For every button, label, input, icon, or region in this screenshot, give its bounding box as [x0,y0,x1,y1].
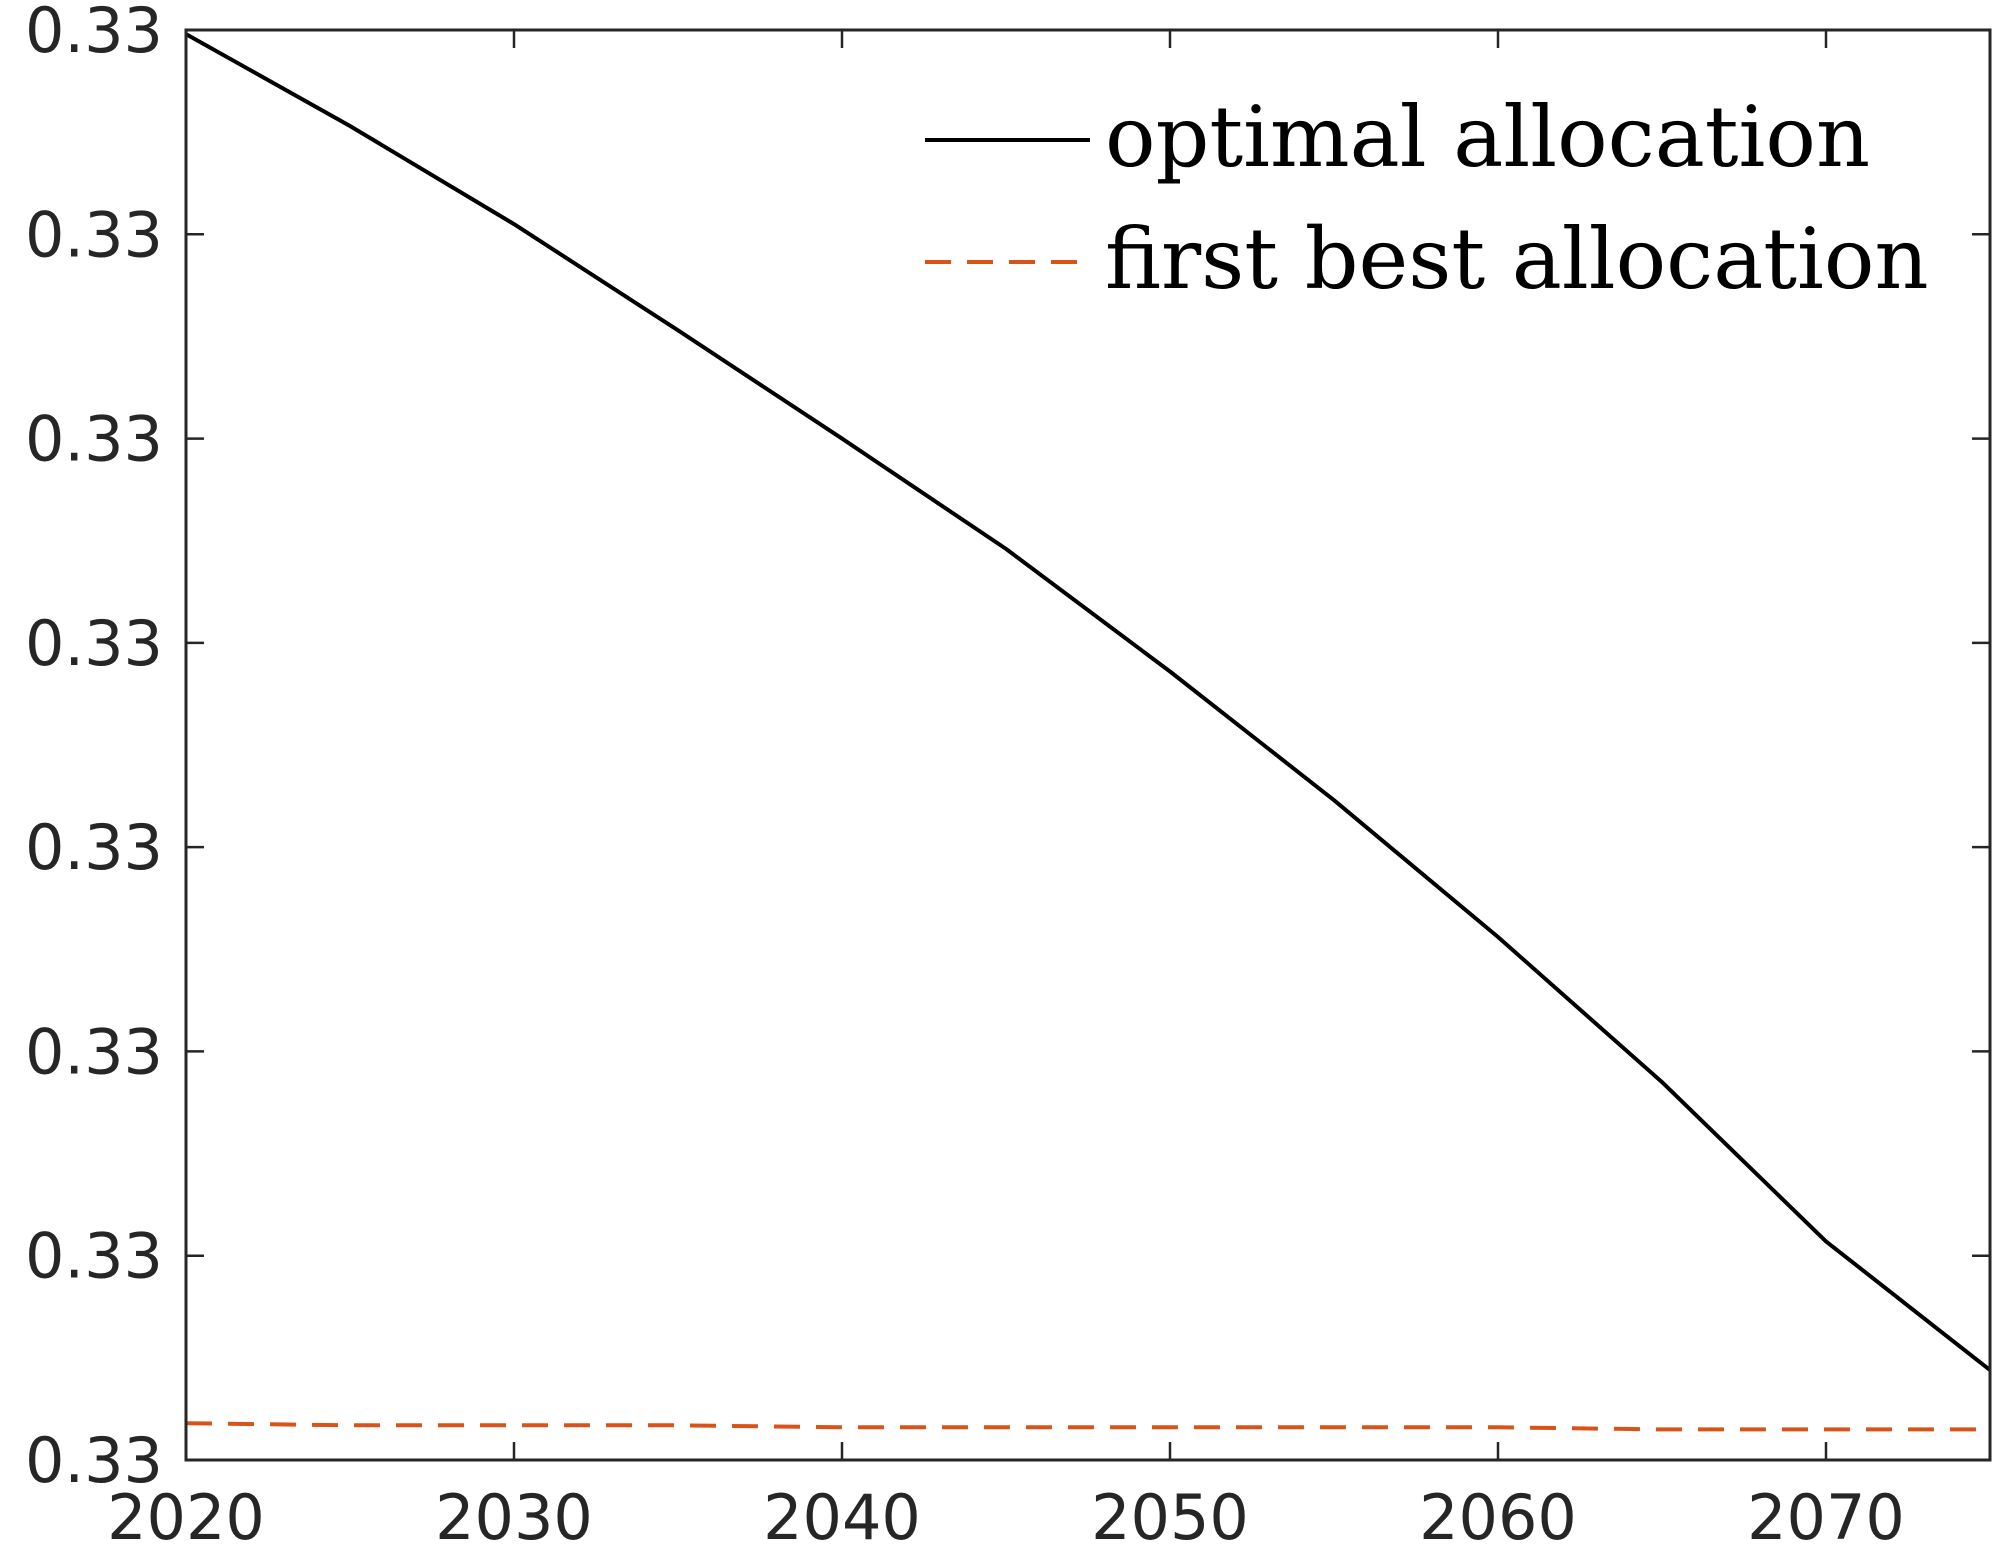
y-tick-labels: 0.33 0.33 0.33 0.33 0.33 0.33 0.33 0.33 [25,0,163,1497]
x-tick-label: 2030 [435,1481,593,1554]
y-tick-label: 0.33 [25,0,163,67]
series-line-first-best-allocation [185,1421,1990,1432]
series-layer [185,32,1992,1432]
y-tick-label: 0.33 [25,1220,163,1293]
axes-box [184,28,1992,1462]
legend: optimal allocation first best allocation [925,88,1929,308]
x-tick-label: 2070 [1747,1481,1905,1554]
y-tick-label: 0.33 [25,1424,163,1497]
y-tick-label: 0.33 [25,811,163,884]
y-tick-label: 0.33 [25,607,163,680]
x-tick-label: 2050 [1091,1481,1249,1554]
series-line-optimal-allocation [185,32,1992,1372]
y-tick-label: 0.33 [25,1015,163,1088]
x-tick-label: 2040 [763,1481,921,1554]
y-tick-label: 0.33 [25,198,163,271]
axis-ticks [184,28,1990,1462]
x-tick-label: 2060 [1419,1481,1577,1554]
legend-label: first best allocation [1105,210,1929,308]
x-tick-label: 2020 [107,1481,265,1554]
plot-area [186,30,1990,1460]
x-tick-labels: 2020 2030 2040 2050 2060 2070 [107,1481,1905,1554]
legend-label: optimal allocation [1105,88,1870,186]
y-tick-label: 0.33 [25,403,163,476]
